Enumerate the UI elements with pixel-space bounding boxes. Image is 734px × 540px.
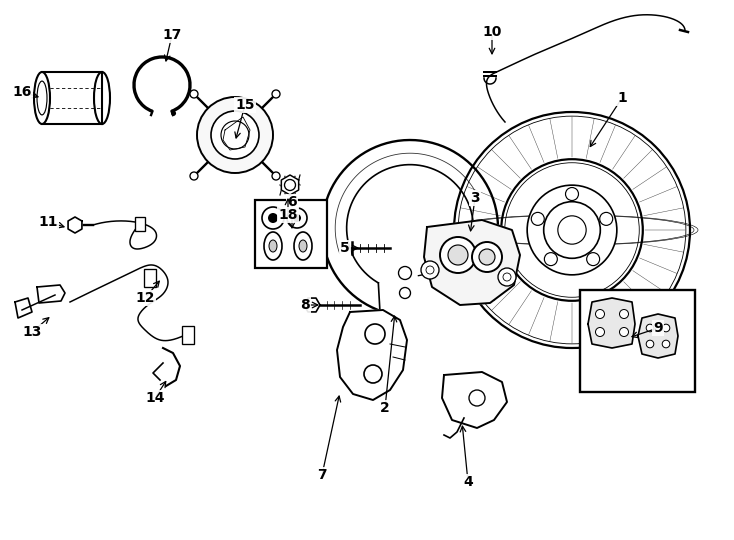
Circle shape (365, 324, 385, 344)
Polygon shape (638, 314, 678, 358)
Circle shape (646, 340, 654, 348)
Bar (580, 290, 695, 392)
Text: 18: 18 (278, 208, 298, 222)
Text: 9: 9 (653, 321, 663, 335)
Circle shape (448, 245, 468, 265)
Circle shape (211, 111, 259, 159)
Text: 2: 2 (380, 401, 390, 415)
Circle shape (527, 185, 617, 275)
Polygon shape (337, 310, 407, 400)
Text: 17: 17 (162, 28, 182, 42)
Circle shape (498, 268, 516, 286)
Bar (182, 326, 194, 344)
Circle shape (262, 207, 284, 229)
Text: 13: 13 (22, 325, 42, 339)
Circle shape (545, 253, 557, 266)
Polygon shape (442, 372, 507, 428)
Circle shape (586, 253, 600, 266)
Circle shape (662, 324, 670, 332)
Circle shape (472, 242, 502, 272)
Circle shape (272, 172, 280, 180)
Circle shape (503, 273, 511, 281)
Bar (135, 217, 145, 231)
Circle shape (619, 327, 628, 336)
Circle shape (426, 266, 434, 274)
Circle shape (190, 172, 198, 180)
Text: 6: 6 (287, 195, 297, 209)
Circle shape (619, 309, 628, 319)
Text: 14: 14 (145, 391, 164, 405)
Text: 11: 11 (38, 215, 58, 229)
Circle shape (565, 187, 578, 200)
Circle shape (399, 267, 412, 280)
Bar (255, 200, 327, 268)
Circle shape (479, 249, 495, 265)
Ellipse shape (264, 232, 282, 260)
Polygon shape (281, 175, 299, 195)
Ellipse shape (269, 240, 277, 252)
Circle shape (364, 365, 382, 383)
Circle shape (293, 214, 301, 222)
Circle shape (272, 90, 280, 98)
Circle shape (221, 121, 249, 149)
Ellipse shape (299, 240, 307, 252)
Circle shape (595, 327, 605, 336)
Circle shape (558, 216, 586, 244)
Polygon shape (68, 217, 82, 233)
Text: 7: 7 (317, 468, 327, 482)
Text: 5: 5 (340, 241, 350, 255)
Circle shape (662, 340, 670, 348)
Circle shape (197, 97, 273, 173)
Polygon shape (304, 298, 320, 312)
Text: 10: 10 (482, 25, 501, 39)
Text: 4: 4 (463, 475, 473, 489)
Circle shape (440, 237, 476, 273)
Text: 1: 1 (617, 91, 627, 105)
Polygon shape (588, 298, 635, 348)
Circle shape (399, 287, 410, 299)
Polygon shape (424, 220, 520, 305)
Text: 15: 15 (236, 98, 255, 112)
Circle shape (171, 111, 176, 116)
Text: 12: 12 (135, 291, 155, 305)
Circle shape (421, 261, 439, 279)
Circle shape (531, 212, 545, 225)
Circle shape (287, 208, 307, 228)
Text: 16: 16 (12, 85, 32, 99)
Circle shape (595, 309, 605, 319)
Circle shape (285, 179, 296, 191)
Ellipse shape (294, 232, 312, 260)
Text: 8: 8 (300, 298, 310, 312)
Circle shape (268, 213, 278, 223)
Circle shape (469, 390, 485, 406)
Bar (144, 269, 156, 287)
Circle shape (190, 90, 198, 98)
Ellipse shape (37, 81, 47, 115)
Circle shape (646, 324, 654, 332)
Circle shape (600, 212, 613, 225)
Text: 3: 3 (470, 191, 480, 205)
Ellipse shape (34, 72, 50, 124)
Circle shape (544, 201, 600, 258)
